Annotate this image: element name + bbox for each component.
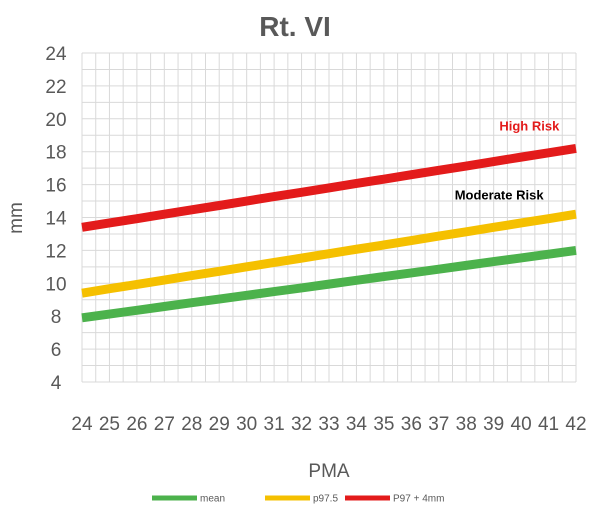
- x-tick-label: 32: [291, 414, 312, 435]
- series-line-mean: [81, 245, 577, 323]
- y-tick-label: 24: [45, 44, 67, 65]
- series-lines: [81, 143, 577, 323]
- x-tick-label: 24: [71, 414, 93, 435]
- legend-label: P97 + 4mm: [393, 494, 444, 505]
- annotation-moderate-risk: Moderate Risk: [455, 187, 545, 202]
- x-tick-label: 37: [428, 414, 449, 435]
- series-line-p97-5: [81, 209, 577, 298]
- x-tick-label: 31: [264, 414, 285, 435]
- y-tick-label: 10: [45, 274, 66, 295]
- x-tick-label: 42: [565, 414, 586, 435]
- y-tick-label: 4: [51, 373, 62, 394]
- legend-label: mean: [200, 494, 225, 505]
- y-tick-label: 8: [51, 307, 62, 328]
- y-axis-ticks: 4 6 8 10 12 14 16 18 20 22 24: [45, 44, 67, 394]
- y-tick-label: 22: [45, 77, 66, 98]
- y-tick-label: 14: [45, 209, 67, 230]
- x-tick-label: 36: [401, 414, 422, 435]
- x-tick-label: 40: [511, 414, 532, 435]
- x-tick-label: 25: [99, 414, 120, 435]
- x-tick-label: 35: [373, 414, 394, 435]
- y-tick-label: 18: [45, 143, 66, 164]
- x-tick-label: 26: [126, 414, 147, 435]
- y-tick-label: 6: [51, 340, 62, 361]
- x-tick-label: 39: [483, 414, 504, 435]
- y-axis-label: mm: [6, 202, 27, 234]
- x-tick-label: 30: [236, 414, 257, 435]
- x-tick-label: 33: [318, 414, 339, 435]
- annotation-high-risk: High Risk: [499, 118, 560, 133]
- y-tick-label: 16: [45, 176, 66, 197]
- x-axis-label: PMA: [308, 461, 350, 482]
- legend: mean p97.5 P97 + 4mm: [152, 494, 444, 505]
- x-tick-label: 28: [181, 414, 202, 435]
- y-tick-label: 20: [45, 110, 66, 131]
- annotations: High Risk Moderate Risk: [455, 118, 560, 202]
- chart-title: Rt. VI: [259, 11, 331, 42]
- legend-label: p97.5: [313, 494, 338, 505]
- x-tick-label: 27: [154, 414, 175, 435]
- x-tick-label: 34: [346, 414, 368, 435]
- y-tick-label: 12: [45, 241, 66, 262]
- x-tick-label: 29: [209, 414, 230, 435]
- series-line-p97-4mm: [81, 143, 577, 232]
- x-axis-ticks: 24 25 26 27 28 29 30 31 32 33 34 35 36 37 38 39 40 41 42: [71, 414, 586, 435]
- x-tick-label: 38: [456, 414, 477, 435]
- x-tick-label: 41: [538, 414, 559, 435]
